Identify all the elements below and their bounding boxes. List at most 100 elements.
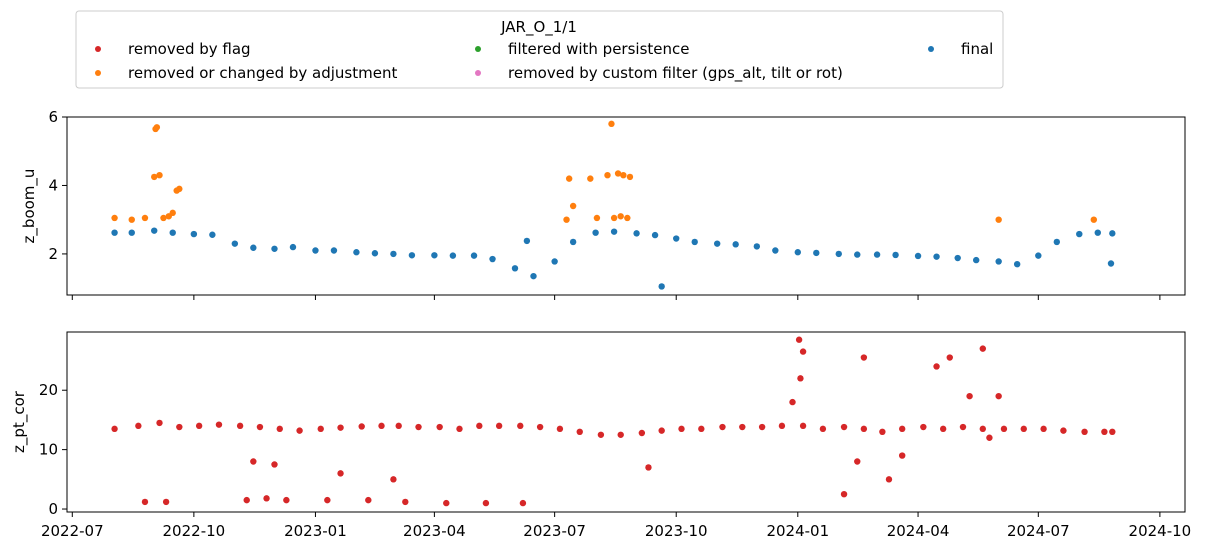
x-tick-label: 2024-01 <box>766 522 829 540</box>
panel-z-pt-cor-frame <box>66 331 1186 513</box>
data-point <box>195 422 203 430</box>
data-point <box>530 272 537 280</box>
data-point <box>523 237 531 245</box>
data-point <box>651 231 659 239</box>
y-axis-label-z-pt-cor: z_pt_cor <box>10 390 29 453</box>
data-point <box>813 249 820 257</box>
data-point <box>317 425 324 433</box>
data-point <box>135 422 142 430</box>
data-point <box>610 214 618 222</box>
data-point <box>111 229 118 236</box>
data-point <box>799 348 807 355</box>
x-tick-label: 2023-01 <box>284 522 347 540</box>
data-point <box>365 496 372 504</box>
data-point <box>626 173 634 181</box>
y-tick-label: 10 <box>39 441 58 459</box>
x-tick-label: 2024-04 <box>887 522 950 540</box>
y-tick-label: 4 <box>48 176 58 194</box>
data-point <box>799 422 807 430</box>
panel-z-boom-u-points <box>111 120 1116 290</box>
data-point <box>973 256 980 264</box>
data-point <box>840 423 848 431</box>
legend-label-filtered-with-persistence: filtered with persistence <box>508 40 689 58</box>
data-point <box>592 229 599 236</box>
data-point <box>431 252 438 259</box>
legend-marker-filtered-with-persistence <box>475 46 481 52</box>
data-point <box>713 240 721 247</box>
data-point <box>898 452 906 459</box>
legend-label-removed-by-custom-filter: removed by custom filter (gps_alt, tilt … <box>508 64 843 83</box>
data-point <box>436 423 443 431</box>
data-point <box>565 175 573 182</box>
data-point <box>1053 238 1061 246</box>
legend-box <box>75 10 1004 89</box>
panel-z-pt-cor-ticks: 2022-07 2022-10 2023-01 2023-04 2023-07 2023-… <box>39 381 1191 540</box>
data-point <box>1076 230 1083 238</box>
y-tick-label: 0 <box>48 500 58 518</box>
data-point <box>569 238 577 246</box>
data-point <box>614 170 622 177</box>
data-point <box>176 185 183 193</box>
data-point <box>296 427 303 434</box>
data-point <box>1090 216 1098 223</box>
data-point <box>986 434 993 441</box>
data-point <box>128 229 135 236</box>
data-point <box>933 363 940 370</box>
data-point <box>151 173 158 181</box>
y-axis-label-z-boom-u: z_boom_u <box>20 169 39 244</box>
data-point <box>169 209 176 217</box>
data-point <box>151 227 158 234</box>
data-point <box>658 283 665 290</box>
data-point <box>551 258 558 265</box>
data-point <box>995 216 1002 223</box>
data-point <box>979 345 987 352</box>
data-point <box>795 336 803 343</box>
data-point <box>289 243 297 251</box>
data-point <box>658 427 665 434</box>
y-tick-label: 20 <box>39 381 58 399</box>
data-point <box>569 202 577 210</box>
x-tick-label: 2024-07 <box>1007 522 1070 540</box>
data-point <box>604 171 611 179</box>
data-point <box>511 265 519 272</box>
data-point <box>231 240 239 247</box>
data-point <box>593 214 601 222</box>
y-tick-label: 6 <box>48 108 58 126</box>
legend-label-removed-by-flag: removed by flag <box>128 40 251 58</box>
data-point <box>1020 425 1027 433</box>
data-point <box>209 231 216 238</box>
data-point <box>673 235 680 242</box>
legend-title: JAR_O_1/1 <box>500 18 577 37</box>
data-point <box>758 423 766 431</box>
data-point <box>691 238 698 246</box>
data-point <box>898 425 906 433</box>
data-point <box>271 245 278 252</box>
data-point <box>390 250 397 258</box>
data-point <box>1101 428 1108 436</box>
data-point <box>395 422 402 430</box>
data-point <box>840 490 848 498</box>
x-tick-label: 2022-07 <box>41 522 104 540</box>
data-point <box>271 461 278 468</box>
data-point <box>873 251 881 258</box>
data-point <box>608 120 615 128</box>
data-point <box>111 214 118 222</box>
data-point <box>892 251 899 259</box>
data-point <box>778 422 786 430</box>
data-point <box>160 214 167 222</box>
data-point <box>835 250 842 258</box>
x-tick-label: 2022-10 <box>163 522 226 540</box>
data-point <box>920 423 927 431</box>
data-point <box>638 429 646 437</box>
data-point <box>954 254 961 262</box>
panel-z-boom-u: 2 4 6 z_boom_u <box>20 108 1186 300</box>
data-point <box>337 424 344 431</box>
data-point <box>519 499 527 507</box>
panel-z-pt-cor-points <box>111 336 1116 507</box>
data-point <box>256 423 264 431</box>
data-point <box>966 392 973 400</box>
data-point <box>470 252 478 259</box>
legend: JAR_O_1/1 removed by flag filtered with … <box>75 10 1004 89</box>
data-point <box>556 425 564 433</box>
panel-z-boom-u-frame <box>66 116 1186 296</box>
